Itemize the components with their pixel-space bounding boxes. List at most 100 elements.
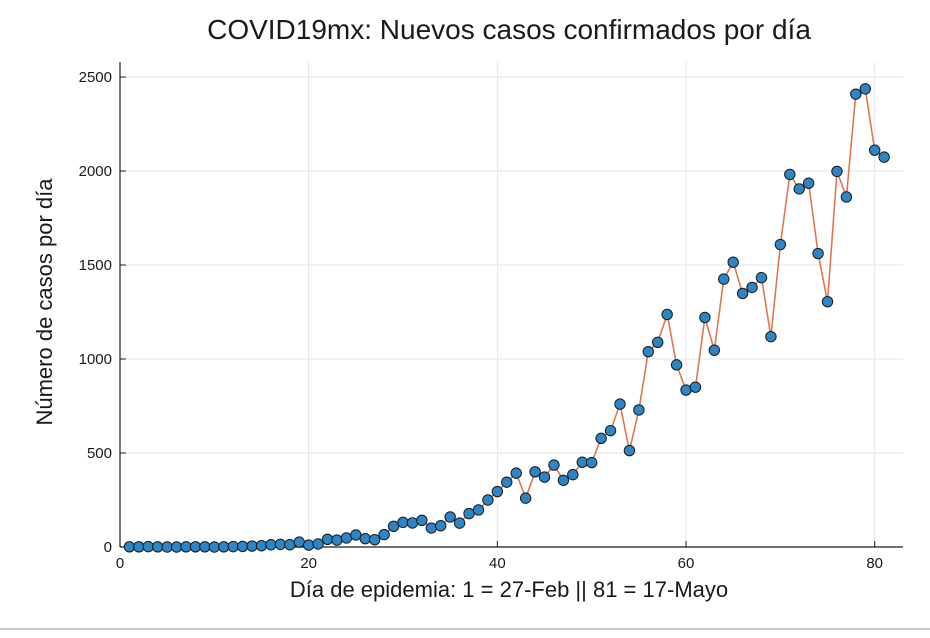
x-tick-label: 80 <box>866 555 883 572</box>
data-point <box>689 381 702 393</box>
bottom-divider <box>0 628 930 630</box>
data-point <box>435 520 447 532</box>
data-point <box>746 281 758 294</box>
data-point <box>567 468 579 481</box>
data-point <box>831 165 843 178</box>
data-point <box>218 541 230 553</box>
x-tick-label: 60 <box>678 555 695 572</box>
data-point <box>463 507 475 520</box>
data-point <box>595 432 607 445</box>
data-point <box>774 238 787 251</box>
data-point <box>180 541 192 553</box>
data-point <box>161 541 173 553</box>
data-point <box>444 511 456 523</box>
y-tick-label: 2500 <box>79 69 112 86</box>
data-point <box>236 540 249 553</box>
data-point <box>633 404 645 416</box>
data-point <box>652 336 664 348</box>
data-point <box>265 539 277 551</box>
data-point <box>387 520 400 533</box>
data-point <box>340 532 353 544</box>
data-point <box>378 528 390 541</box>
axes: 0 20 40 60 80 0 500 1000 1500 2000 2500 <box>79 62 903 572</box>
data-point <box>868 144 881 156</box>
y-tick-label: 0 <box>104 539 112 556</box>
data-point <box>255 539 268 552</box>
data-point <box>369 533 381 546</box>
data-point <box>736 287 749 300</box>
data-point <box>331 534 343 546</box>
data-point <box>840 191 853 203</box>
data-point <box>576 456 588 468</box>
x-axis-label: Día de epidemia: 1 = 27-Feb || 81 = 17-M… <box>290 577 728 602</box>
data-point <box>312 538 324 550</box>
data-point <box>189 541 202 553</box>
data-point <box>302 539 315 551</box>
data-point <box>406 517 419 529</box>
data-point <box>699 311 711 324</box>
data-point <box>416 514 428 527</box>
data-point <box>472 504 485 516</box>
data-point <box>501 476 513 488</box>
chart-title: COVID19mx: Nuevos casos confirmados por … <box>207 14 811 45</box>
data-point <box>604 424 617 437</box>
data-point <box>491 485 504 498</box>
data-point <box>708 344 721 356</box>
data-point <box>293 536 305 548</box>
data-point <box>585 456 598 469</box>
data-point <box>802 177 815 189</box>
x-tick-label: 0 <box>116 555 124 572</box>
data-point <box>765 330 777 343</box>
data-point <box>208 541 221 553</box>
data-point <box>453 517 466 529</box>
y-tick-label: 1500 <box>79 257 112 274</box>
x-tick-label: 40 <box>489 555 506 572</box>
data-point <box>170 541 183 553</box>
data-point <box>793 183 805 195</box>
data-point <box>850 88 862 100</box>
data-point <box>878 151 890 163</box>
data-point <box>548 459 560 471</box>
y-tick-label: 500 <box>87 445 112 462</box>
data-point <box>661 308 673 321</box>
data-point <box>123 541 136 553</box>
data-point <box>623 444 636 457</box>
data-point <box>359 533 371 545</box>
data-point <box>859 83 871 95</box>
data-point <box>350 529 362 541</box>
data-point <box>142 540 155 553</box>
data-point <box>529 466 541 478</box>
data-point <box>199 541 211 553</box>
data-point <box>812 247 824 260</box>
data-point <box>227 540 239 553</box>
data-point <box>642 345 654 358</box>
data-point <box>821 295 834 308</box>
data-point <box>510 467 522 479</box>
y-axis-label: Número de casos por día <box>32 178 57 426</box>
data-point <box>727 256 739 268</box>
data-point <box>755 271 768 284</box>
data-point <box>246 540 258 552</box>
data-point <box>557 474 570 486</box>
data-point <box>614 398 626 410</box>
data-point <box>482 494 494 506</box>
y-tick-label: 2000 <box>79 163 112 180</box>
data-point <box>284 539 296 551</box>
data-point <box>718 273 730 285</box>
data-point <box>670 359 683 371</box>
data-point <box>321 533 334 545</box>
data-point <box>680 384 692 396</box>
data-point <box>784 168 796 181</box>
series-layer <box>123 83 890 553</box>
data-point <box>274 538 287 551</box>
data-point <box>397 516 409 529</box>
x-tick-label: 20 <box>300 555 317 572</box>
data-point <box>519 492 532 504</box>
data-point <box>425 522 438 534</box>
y-tick-label: 1000 <box>79 351 112 368</box>
data-point <box>538 471 551 483</box>
data-point <box>152 541 164 553</box>
data-point <box>133 541 145 553</box>
